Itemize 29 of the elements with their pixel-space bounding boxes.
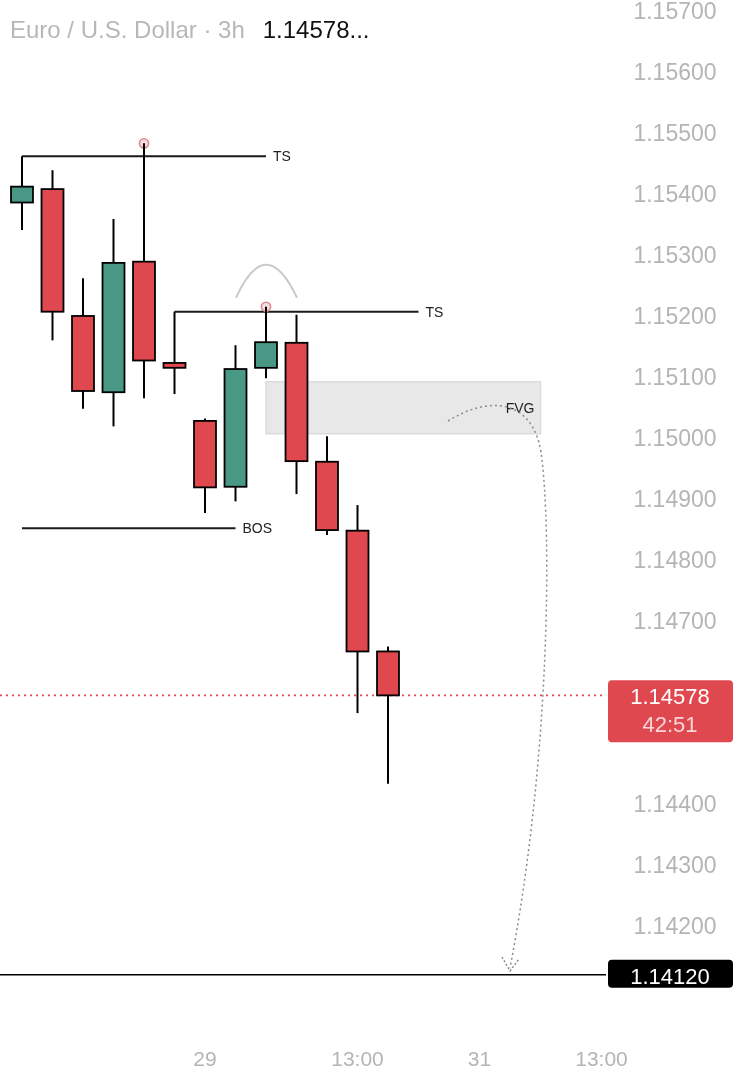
ref-line-label: 1.14578: [630, 683, 710, 709]
y-tick-label: 1.15000: [633, 424, 717, 451]
y-tick-label: 1.15500: [633, 119, 717, 146]
x-tick-label: 13:00: [331, 1046, 384, 1070]
y-tick-label: 1.15700: [633, 0, 717, 24]
annotation: FVG: [505, 399, 535, 416]
x-tick-label: 29: [193, 1046, 217, 1070]
x-tick-label: 31: [467, 1046, 492, 1070]
y-tick-label: 1.14400: [633, 790, 717, 817]
y-tick-label: 1.14900: [633, 485, 717, 512]
x-tick-label: 13:00: [575, 1046, 628, 1070]
y-tick-label: 1.15200: [633, 302, 717, 329]
series-label: TS: [273, 148, 291, 165]
y-tick-label: 1.15300: [633, 241, 717, 268]
y-tick-label: 1.15400: [633, 180, 717, 207]
y-tick-label: 1.15100: [633, 363, 717, 390]
series-label: BOS: [242, 520, 273, 537]
text: 42:51: [642, 711, 698, 737]
y-tick-label: 1.14300: [633, 851, 717, 878]
series-label: TS: [425, 303, 444, 320]
text: Euro / U.S. Dollar · 3h: [10, 15, 245, 43]
text: 1.14578...: [262, 15, 370, 43]
y-tick-label: 1.15600: [633, 58, 717, 85]
candlestick: [162, 310, 187, 396]
y-tick-label: 1.14800: [633, 546, 717, 573]
y-tick-label: 1.14700: [633, 607, 717, 634]
candlestick: [10, 155, 34, 231]
y-tick-label: 1.14200: [633, 912, 717, 939]
ref-line-label: 1.14120: [630, 963, 710, 989]
